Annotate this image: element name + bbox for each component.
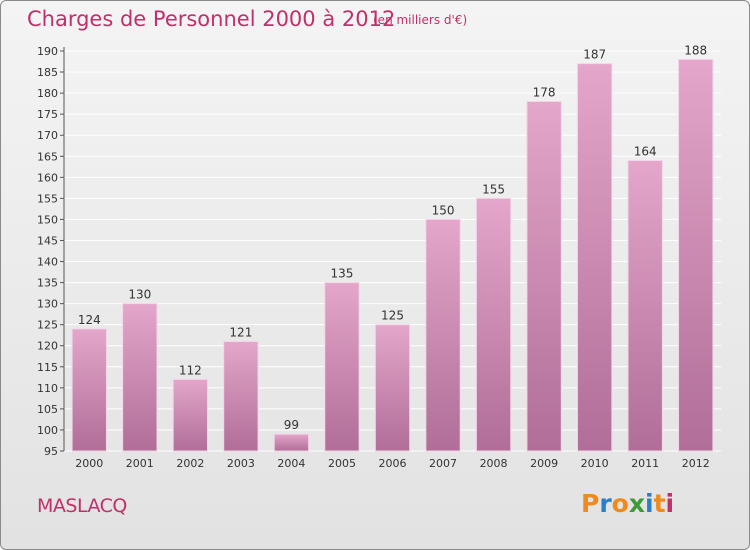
y-tick-label: 160 xyxy=(37,171,58,184)
bar-series: 124 130 112 121 99 135 125 150 155 178 187 164 188 xyxy=(71,43,714,452)
data-label-2003: 121 xyxy=(229,326,252,340)
bar-2002[interactable] xyxy=(172,378,209,452)
commune-name: MASLACQ xyxy=(37,495,127,517)
y-tick-label: 125 xyxy=(37,319,58,332)
data-label-2004: 99 xyxy=(284,418,299,432)
y-tick-label: 150 xyxy=(37,213,58,226)
data-label-2006: 125 xyxy=(381,309,404,323)
y-tick-label: 130 xyxy=(37,298,58,311)
bar-2003[interactable] xyxy=(223,341,259,452)
y-tick-label: 155 xyxy=(37,192,58,205)
y-tick-label: 190 xyxy=(37,45,58,58)
x-tick-label-2006: 2006 xyxy=(379,457,407,470)
y-tick-label: 175 xyxy=(37,108,58,121)
chart-title: Charges de Personnel 2000 à 2012 xyxy=(27,7,396,31)
x-tick-label-2000: 2000 xyxy=(75,457,103,470)
x-tick-label-2003: 2003 xyxy=(227,457,255,470)
x-tick-label-2010: 2010 xyxy=(581,457,609,470)
y-tick-label: 100 xyxy=(37,424,58,437)
bar-2012[interactable] xyxy=(678,58,714,452)
logo-letter: i xyxy=(665,489,675,518)
bar-2000[interactable] xyxy=(71,328,107,452)
bar-2004[interactable] xyxy=(273,433,310,452)
y-tick-label: 180 xyxy=(37,87,58,100)
x-tick-label-2005: 2005 xyxy=(328,457,356,470)
x-axis: 2000 2001 2002 2003 2004 2005 2006 2007 2008 2009… xyxy=(75,457,709,470)
bar-2009[interactable] xyxy=(526,101,562,452)
y-tick-label: 140 xyxy=(37,256,58,269)
y-tick-label: 110 xyxy=(37,382,58,395)
logo-letter: P xyxy=(581,489,600,518)
y-tick-label: 120 xyxy=(37,340,58,353)
x-tick-label-2012: 2012 xyxy=(682,457,710,470)
logo-letter: r xyxy=(599,489,612,518)
bar-2001[interactable] xyxy=(122,303,158,452)
y-tick-label: 185 xyxy=(37,66,58,79)
bar-2010[interactable] xyxy=(576,63,613,452)
y-tick-label: 95 xyxy=(44,445,58,458)
y-tick-label: 145 xyxy=(37,234,58,247)
logo-letter: x xyxy=(628,489,645,518)
x-tick-label-2001: 2001 xyxy=(126,457,154,470)
data-label-2002: 112 xyxy=(179,363,202,377)
x-tick-label-2004: 2004 xyxy=(277,457,305,470)
y-tick-label: 135 xyxy=(37,277,58,290)
bar-2011[interactable] xyxy=(627,159,663,452)
bar-2008[interactable] xyxy=(475,197,512,452)
y-axis: 95 100 105 110 115 120 125 130 135 140 145 150 155 16… xyxy=(37,45,58,458)
data-label-2011: 164 xyxy=(634,144,657,158)
data-label-2000: 124 xyxy=(78,313,101,327)
y-tick-label: 165 xyxy=(37,150,58,163)
logo-letter: o xyxy=(611,489,629,518)
logo-letter: t xyxy=(653,489,666,518)
data-label-2005: 135 xyxy=(331,267,354,281)
logo-letter: i xyxy=(645,489,654,518)
y-tick-label: 170 xyxy=(37,129,58,142)
data-label-2009: 178 xyxy=(533,86,556,100)
x-tick-label-2009: 2009 xyxy=(530,457,558,470)
proxiti-logo[interactable]: Proxiti xyxy=(581,489,674,518)
bar-2005[interactable] xyxy=(324,282,360,452)
y-tick-label: 105 xyxy=(37,403,58,416)
x-tick-label-2008: 2008 xyxy=(480,457,508,470)
data-label-2008: 155 xyxy=(482,182,505,196)
data-label-2010: 187 xyxy=(583,48,606,62)
x-tick-label-2002: 2002 xyxy=(176,457,204,470)
data-label-2001: 130 xyxy=(128,288,151,302)
bar-2007[interactable] xyxy=(425,218,461,452)
x-tick-label-2007: 2007 xyxy=(429,457,457,470)
data-label-2012: 188 xyxy=(684,43,707,57)
bar-2006[interactable] xyxy=(374,324,411,452)
data-label-2007: 150 xyxy=(432,203,455,217)
y-tick-label: 115 xyxy=(37,361,58,374)
x-tick-label-2011: 2011 xyxy=(631,457,659,470)
chart-subtitle: (en milliers d'€) xyxy=(373,13,468,27)
